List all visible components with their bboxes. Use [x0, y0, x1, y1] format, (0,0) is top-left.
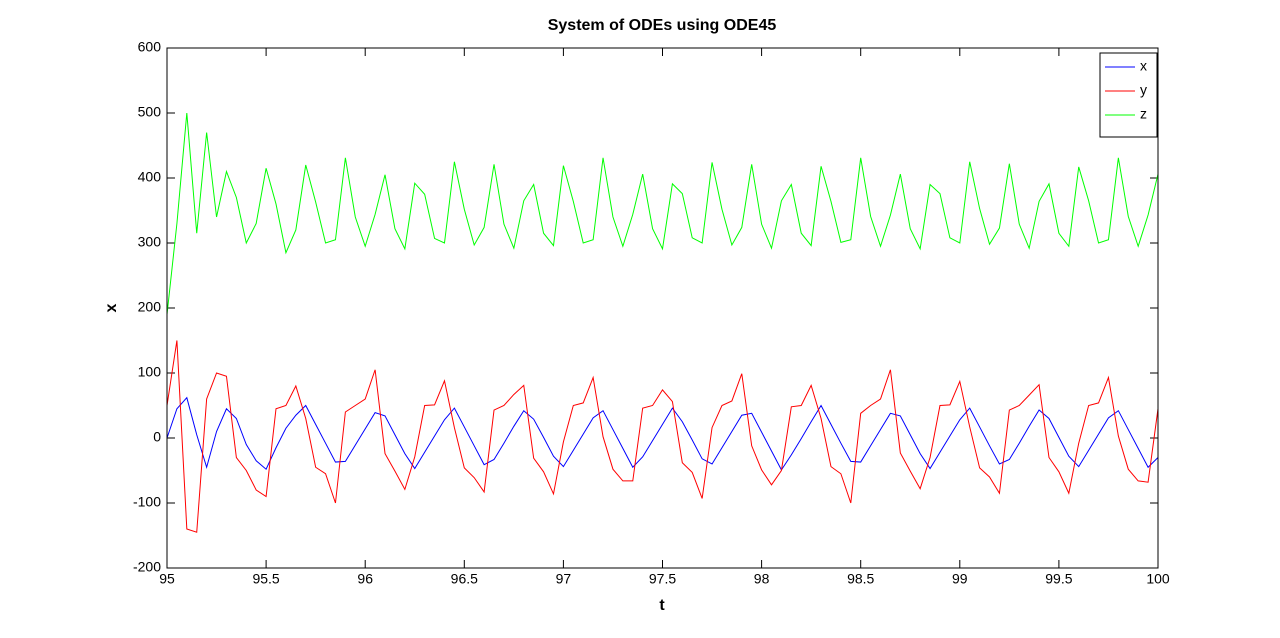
x-tick-label: 98.5: [847, 571, 874, 587]
legend-box: [1099, 52, 1158, 138]
y-tick-label: 400: [138, 169, 162, 185]
series-line: [166, 396, 1159, 471]
legend-label: y: [1140, 82, 1147, 98]
x-tick-label: 96: [357, 571, 373, 587]
series-line: [166, 340, 1159, 533]
series-line: [166, 112, 1159, 315]
legend-label: z: [1140, 106, 1147, 122]
y-tick-label: 0: [153, 429, 161, 445]
legend-label: x: [1140, 58, 1147, 74]
x-tick-label: 98: [754, 571, 770, 587]
x-tick-label: 97: [556, 571, 572, 587]
chart-title: System of ODEs using ODE45: [548, 17, 777, 34]
y-axis-label: x: [103, 303, 120, 312]
x-tick-label: 95: [159, 571, 175, 587]
x-tick-label: 100: [1146, 571, 1170, 587]
x-tick-label: 97.5: [649, 571, 676, 587]
plot-area: [167, 48, 1158, 568]
y-tick-label: 100: [138, 364, 162, 380]
y-tick-label: -200: [133, 559, 161, 575]
y-tick-label: -100: [133, 494, 161, 510]
x-tick-label: 99: [952, 571, 968, 587]
y-tick-label: 200: [138, 299, 162, 315]
x-tick-label: 96.5: [451, 571, 478, 587]
y-tick-label: 500: [138, 104, 162, 120]
axes-box: [166, 47, 1159, 569]
y-tick-label: 600: [138, 39, 162, 55]
x-tick-label: 95.5: [252, 571, 279, 587]
x-tick-label: 99.5: [1045, 571, 1072, 587]
x-axis-label: t: [659, 597, 665, 614]
y-tick-label: 300: [138, 234, 162, 250]
